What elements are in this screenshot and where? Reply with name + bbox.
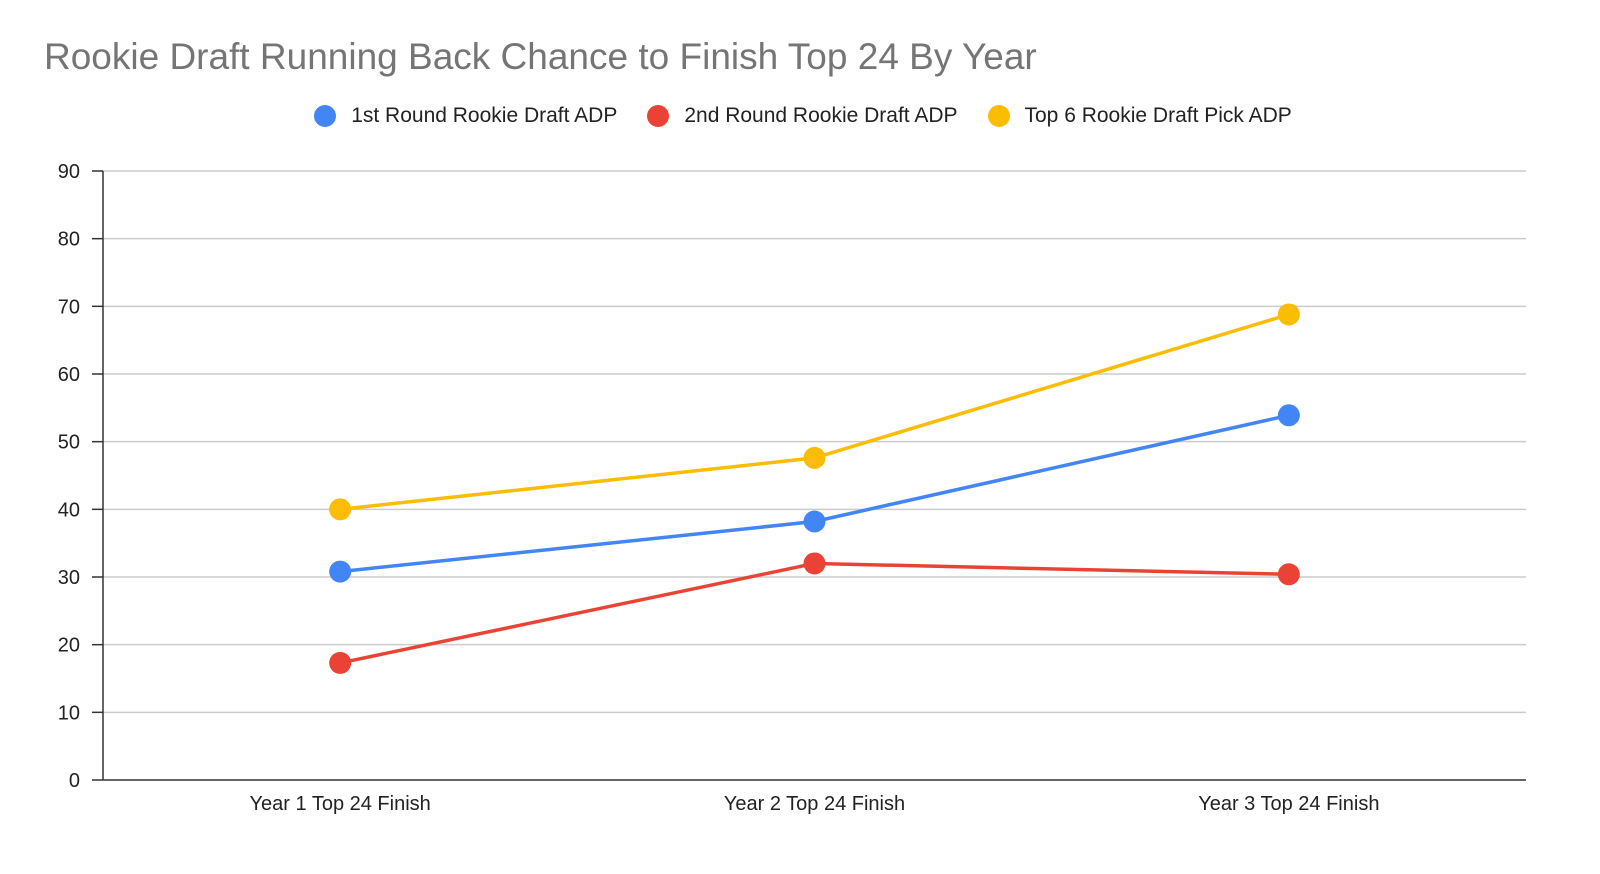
legend-label-series-1: 1st Round Rookie Draft ADP <box>351 104 618 127</box>
data-point-series-2-2 <box>803 552 826 575</box>
series-line-2 <box>338 561 1291 665</box>
y-tick-label-60: 60 <box>58 364 80 386</box>
y-tick-label-40: 40 <box>58 499 80 521</box>
data-point-series-3-2 <box>803 446 826 469</box>
data-point-series-1-3 <box>1277 404 1300 427</box>
x-tick-label-2: Year 2 Top 24 Finish <box>724 793 905 815</box>
y-tick-label-70: 70 <box>58 296 80 318</box>
chart-title: Rookie Draft Running Back Chance to Fini… <box>44 36 1037 77</box>
y-tick-label-20: 20 <box>58 635 80 657</box>
y-tick-label-10: 10 <box>58 702 80 724</box>
legend-item-series-2[interactable]: 2nd Round Rookie Draft ADP <box>647 104 958 128</box>
legend-item-series-1[interactable]: 1st Round Rookie Draft ADP <box>314 104 617 128</box>
legend-label-series-2: 2nd Round Rookie Draft ADP <box>684 104 958 127</box>
chart-legend: 1st Round Rookie Draft ADP 2nd Round Roo… <box>0 104 1600 128</box>
legend-swatch-series-3 <box>987 105 1010 127</box>
data-point-series-2-3 <box>1277 563 1300 586</box>
data-point-series-1-2 <box>803 510 826 533</box>
data-point-series-3-1 <box>329 498 352 521</box>
y-tick-label-30: 30 <box>58 567 80 589</box>
series-line-3 <box>338 312 1291 512</box>
legend-label-series-3: Top 6 Rookie Draft Pick ADP <box>1024 104 1292 127</box>
x-tick-label-1: Year 1 Top 24 Finish <box>250 793 431 815</box>
data-point-series-3-3 <box>1277 303 1300 326</box>
legend-swatch-series-2 <box>647 105 670 127</box>
y-tick-label-90: 90 <box>58 161 80 183</box>
x-tick-label-3: Year 3 Top 24 Finish <box>1198 793 1379 815</box>
y-tick-label-50: 50 <box>58 432 80 454</box>
data-point-series-2-1 <box>329 651 352 674</box>
y-tick-label-0: 0 <box>69 770 80 792</box>
legend-swatch-series-1 <box>314 105 337 127</box>
y-tick-label-80: 80 <box>58 229 80 251</box>
legend-item-series-3[interactable]: Top 6 Rookie Draft Pick ADP <box>987 104 1292 128</box>
data-point-series-1-1 <box>329 560 352 583</box>
